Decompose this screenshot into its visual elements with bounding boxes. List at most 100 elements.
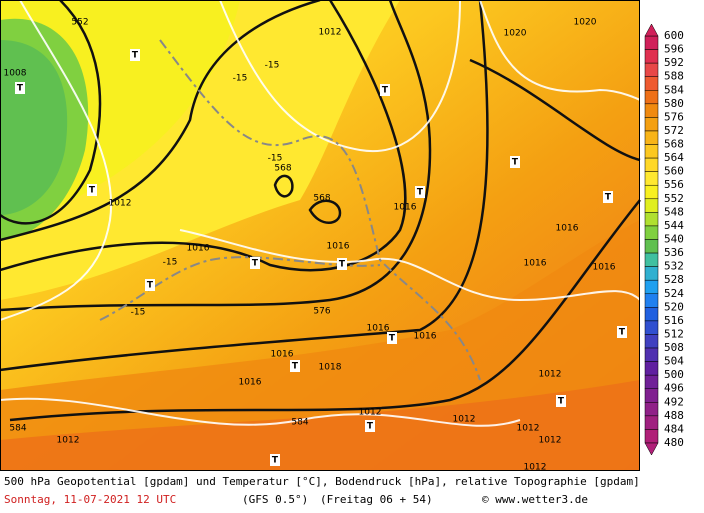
map-label: 1016 bbox=[271, 350, 294, 360]
map-label: 1016 bbox=[394, 203, 417, 213]
colorbar-label: 512 bbox=[664, 327, 684, 340]
colorbar-label: 496 bbox=[664, 382, 684, 395]
colorbar-label: 596 bbox=[664, 43, 684, 56]
colorbar-label: 564 bbox=[664, 151, 684, 164]
colorbar-label: 584 bbox=[664, 83, 684, 96]
map-label: T bbox=[512, 158, 519, 168]
map-label: T bbox=[382, 86, 389, 96]
colorbar-label: 516 bbox=[664, 314, 684, 327]
colorbar-label: 540 bbox=[664, 233, 684, 246]
colorbar-label: 580 bbox=[664, 97, 684, 110]
map-label: -15 bbox=[131, 308, 146, 318]
map-label: T bbox=[272, 456, 279, 466]
colorbar-label: 488 bbox=[664, 409, 684, 422]
colorbar-label: 544 bbox=[664, 219, 684, 232]
map-label: 1016 bbox=[239, 378, 262, 388]
caption-model: (GFS 0.5°) bbox=[242, 493, 308, 506]
map-frame bbox=[0, 0, 640, 471]
colorbar-label: 568 bbox=[664, 138, 684, 151]
map-label: T bbox=[389, 334, 396, 344]
colorbar-cell bbox=[644, 279, 659, 295]
map-label: T bbox=[619, 328, 626, 338]
label-box bbox=[270, 454, 280, 466]
map-label: T bbox=[132, 51, 139, 61]
map-label: -15 bbox=[233, 74, 248, 84]
colorbar-label: 556 bbox=[664, 178, 684, 191]
map-label: -15 bbox=[163, 258, 178, 268]
map-label: 552 bbox=[71, 18, 88, 28]
map-label: T bbox=[252, 259, 259, 269]
label-box bbox=[250, 257, 260, 269]
colorbar-label: 480 bbox=[664, 436, 684, 449]
colorbar-cell bbox=[644, 293, 659, 308]
map-label: 1012 bbox=[539, 436, 562, 446]
colorbar-cell bbox=[644, 49, 659, 64]
label-box bbox=[510, 156, 520, 168]
map-label: 1018 bbox=[319, 363, 342, 373]
caption-run: (Freitag 06 + 54) bbox=[320, 493, 433, 506]
map-label: 584 bbox=[9, 424, 26, 434]
map-label: 1012 bbox=[539, 370, 562, 380]
map-label: 1008 bbox=[4, 69, 27, 79]
colorbar-cell bbox=[644, 90, 659, 105]
caption-source: © www.wetter3.de bbox=[482, 493, 588, 506]
colorbar-cell bbox=[644, 361, 659, 376]
label-box bbox=[387, 332, 397, 344]
map-label: 1012 bbox=[319, 28, 342, 38]
label-box bbox=[603, 191, 613, 203]
colorbar-label: 552 bbox=[664, 192, 684, 205]
temperature-isotherms bbox=[99, 39, 481, 381]
map-label: 1016 bbox=[556, 224, 579, 234]
colorbar-label: 600 bbox=[664, 29, 684, 42]
colorbar-cell bbox=[644, 103, 659, 118]
label-box bbox=[337, 258, 347, 270]
colorbar-cell bbox=[644, 130, 659, 145]
colorbar-cell bbox=[644, 347, 659, 362]
colorbar-cell bbox=[644, 62, 659, 77]
colorbar-cell bbox=[644, 171, 659, 186]
map-label: 1016 bbox=[593, 263, 616, 273]
label-box bbox=[15, 82, 25, 94]
colorbar-label: 548 bbox=[664, 205, 684, 218]
colorbar-cap bbox=[644, 442, 659, 456]
label-box bbox=[415, 186, 425, 198]
map-label: 576 bbox=[313, 307, 330, 317]
label-box bbox=[380, 84, 390, 96]
map-label: T bbox=[292, 362, 299, 372]
colorbar-cell bbox=[644, 239, 659, 254]
map-labels: 552T1008TT10121012T568568-15-15-15101610… bbox=[4, 18, 627, 473]
map-label: 1016 bbox=[327, 242, 350, 252]
colorbar-cell bbox=[644, 429, 659, 444]
map-label: 1016 bbox=[414, 332, 437, 342]
colorbar-cell bbox=[644, 157, 659, 172]
label-box bbox=[145, 279, 155, 291]
colorbar-cell bbox=[644, 225, 659, 240]
map-label: 1016 bbox=[367, 324, 390, 334]
colorbar-cell bbox=[644, 252, 659, 267]
map-label: T bbox=[89, 186, 96, 196]
label-box bbox=[290, 360, 300, 372]
colorbar-label: 524 bbox=[664, 287, 684, 300]
map-label: -15 bbox=[265, 61, 280, 71]
colorbar: 6005965925885845805765725685645605565525… bbox=[644, 23, 684, 456]
map-label: 568 bbox=[313, 194, 330, 204]
map-label: T bbox=[339, 260, 346, 270]
colorbar-label: 532 bbox=[664, 260, 684, 273]
colorbar-label: 520 bbox=[664, 300, 684, 313]
caption-date: Sonntag, 11-07-2021 12 UTC bbox=[4, 493, 176, 506]
map-label: 1016 bbox=[524, 259, 547, 269]
colorbar-label: 576 bbox=[664, 110, 684, 123]
colorbar-cap bbox=[644, 23, 659, 37]
map-label: T bbox=[605, 193, 612, 203]
map-label: 1012 bbox=[517, 424, 540, 434]
colorbar-cell bbox=[644, 198, 659, 213]
band bbox=[0, 380, 640, 470]
colorbar-label: 592 bbox=[664, 56, 684, 69]
label-box bbox=[130, 49, 140, 61]
colorbar-cell bbox=[644, 117, 659, 132]
map-area bbox=[0, 0, 641, 470]
colorbar-label: 588 bbox=[664, 70, 684, 83]
map-label: T bbox=[17, 84, 24, 94]
colorbar-cell bbox=[644, 415, 659, 430]
map-label: 1016 bbox=[187, 244, 210, 254]
